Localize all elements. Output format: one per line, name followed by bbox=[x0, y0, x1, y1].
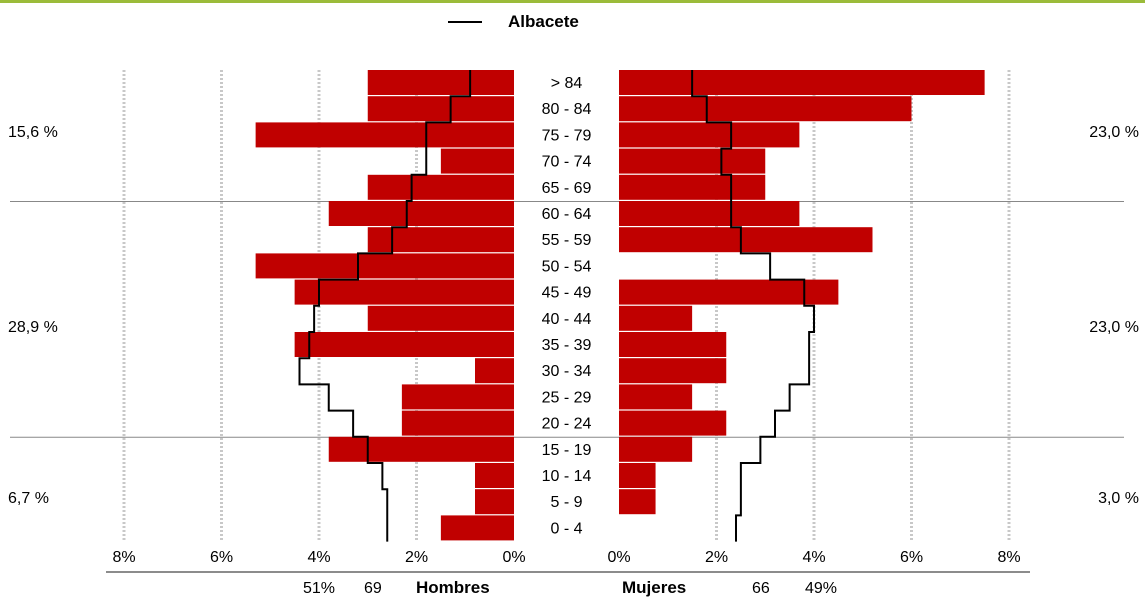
bar-hombres bbox=[367, 227, 514, 253]
bar-hombres bbox=[255, 253, 514, 279]
bar-mujeres bbox=[619, 227, 873, 253]
bar-mujeres bbox=[619, 279, 839, 305]
bar-hombres bbox=[367, 174, 514, 200]
bar-mujeres bbox=[619, 384, 693, 410]
x-tick-label-left: 0% bbox=[502, 549, 525, 566]
bar-hombres bbox=[401, 410, 514, 436]
bar-hombres bbox=[367, 305, 514, 331]
bar-hombres bbox=[440, 515, 514, 541]
bar-hombres bbox=[475, 489, 514, 515]
bar-mujeres bbox=[619, 436, 693, 462]
footer-women-percent: 49% bbox=[805, 580, 837, 597]
age-label: 60 - 64 bbox=[542, 206, 592, 223]
age-label: 20 - 24 bbox=[542, 416, 592, 433]
group-percentage-right: 3,0 % bbox=[1098, 490, 1139, 507]
age-label: 30 - 34 bbox=[542, 363, 592, 380]
age-label: 5 - 9 bbox=[550, 494, 582, 511]
age-label: 40 - 44 bbox=[542, 311, 592, 328]
bar-hombres bbox=[367, 96, 514, 122]
bar-hombres bbox=[328, 201, 514, 226]
bar-mujeres bbox=[619, 463, 656, 488]
x-tick-label-right: 4% bbox=[802, 549, 825, 566]
age-label: 45 - 49 bbox=[542, 285, 592, 302]
x-tick-label-right: 0% bbox=[607, 549, 630, 566]
bar-mujeres bbox=[619, 122, 800, 148]
bar-mujeres bbox=[619, 410, 727, 436]
x-tick-label-left: 8% bbox=[112, 549, 135, 566]
age-label: 10 - 14 bbox=[542, 468, 592, 485]
x-tick-label-right: 2% bbox=[705, 549, 728, 566]
group-percentage-left: 6,7 % bbox=[8, 490, 49, 507]
footer-men-percent: 51% bbox=[303, 580, 335, 597]
legend-label: Albacete bbox=[508, 12, 579, 31]
group-percentage-left: 15,6 % bbox=[8, 124, 58, 141]
age-label: 70 - 74 bbox=[542, 154, 592, 171]
bar-mujeres bbox=[619, 96, 912, 122]
footer-men-label: Hombres bbox=[416, 578, 490, 597]
age-label: 55 - 59 bbox=[542, 232, 592, 249]
footer-women-count: 66 bbox=[752, 580, 770, 597]
bar-hombres bbox=[328, 436, 514, 462]
bar-mujeres bbox=[619, 148, 766, 174]
bar-hombres bbox=[367, 70, 514, 95]
bar-hombres bbox=[475, 358, 514, 384]
x-tick-label-right: 8% bbox=[997, 549, 1020, 566]
age-label: 25 - 29 bbox=[542, 389, 592, 406]
x-tick-label-left: 4% bbox=[307, 549, 330, 566]
x-tick-label-left: 2% bbox=[405, 549, 428, 566]
age-label: 80 - 84 bbox=[542, 101, 592, 118]
bar-mujeres bbox=[619, 201, 800, 226]
age-label: > 84 bbox=[551, 75, 583, 92]
bar-hombres bbox=[475, 463, 514, 488]
top-rule bbox=[0, 0, 1145, 3]
group-percentage-right: 23,0 % bbox=[1089, 319, 1139, 336]
age-label: 65 - 69 bbox=[542, 180, 592, 197]
age-label: 50 - 54 bbox=[542, 258, 592, 275]
footer-women-label: Mujeres bbox=[622, 578, 686, 597]
bar-hombres bbox=[294, 279, 514, 305]
bar-hombres bbox=[401, 384, 514, 410]
bar-mujeres bbox=[619, 332, 727, 357]
bar-mujeres bbox=[619, 70, 985, 95]
age-label: 75 - 79 bbox=[542, 127, 592, 144]
bar-hombres bbox=[255, 122, 514, 148]
x-tick-label-left: 6% bbox=[210, 549, 233, 566]
bar-hombres bbox=[294, 332, 514, 357]
group-percentage-left: 28,9 % bbox=[8, 319, 58, 336]
age-label: 35 - 39 bbox=[542, 337, 592, 354]
bar-mujeres bbox=[619, 174, 766, 200]
age-label: 0 - 4 bbox=[550, 520, 582, 537]
bar-hombres bbox=[440, 148, 514, 174]
albacete-line-left bbox=[298, 70, 472, 542]
bar-mujeres bbox=[619, 489, 656, 515]
albacete-line-right bbox=[691, 70, 815, 542]
bar-mujeres bbox=[619, 305, 693, 331]
x-tick-label-right: 6% bbox=[900, 549, 923, 566]
group-percentage-right: 23,0 % bbox=[1089, 124, 1139, 141]
age-label: 15 - 19 bbox=[542, 442, 592, 459]
bar-mujeres bbox=[619, 358, 727, 384]
footer-men-count: 69 bbox=[364, 580, 382, 597]
